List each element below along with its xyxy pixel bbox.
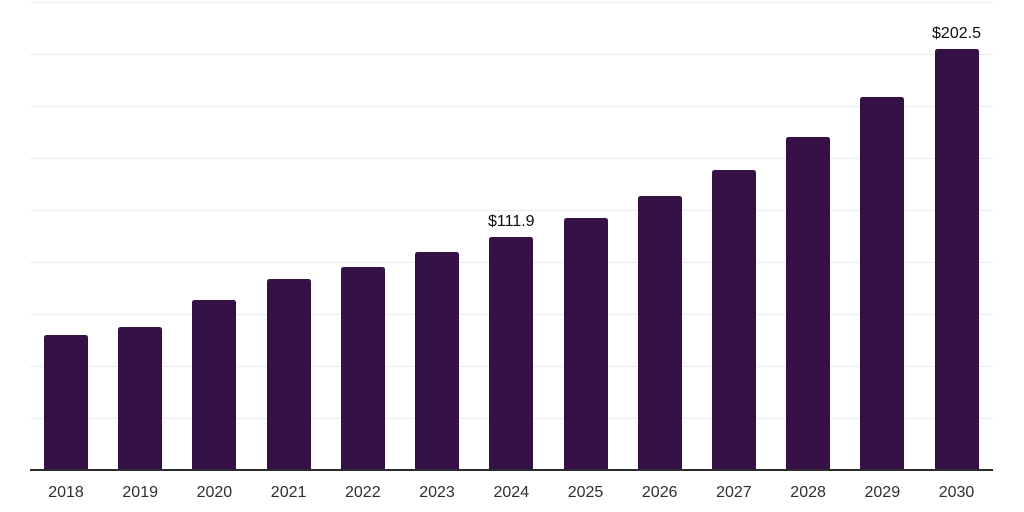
gridline-150 [30, 158, 993, 159]
bar-2018 [44, 335, 88, 470]
x-tick-2024: 2024 [493, 484, 530, 501]
x-tick-2028: 2028 [790, 484, 826, 501]
x-tick-2026: 2026 [641, 484, 678, 501]
gridline-225 [30, 2, 993, 3]
x-tick-2019: 2019 [122, 484, 158, 501]
bar-2027 [711, 169, 756, 470]
bar-2021 [266, 279, 311, 470]
gridline-125 [30, 210, 993, 211]
x-tick-2020: 2020 [196, 484, 233, 501]
gridline-175 [30, 106, 993, 107]
gridline-200 [30, 54, 993, 55]
x-tick-2022: 2022 [345, 484, 381, 501]
bar-2025 [563, 218, 608, 470]
bar-2023 [415, 252, 459, 470]
data-label-2024: $111.9 [488, 213, 535, 231]
bar-2020 [192, 299, 237, 470]
x-axis-line [30, 469, 993, 471]
bar-2030 [934, 48, 979, 470]
x-tick-2018: 2018 [48, 484, 84, 501]
bar-2028 [786, 136, 831, 470]
x-tick-2030: 2030 [938, 484, 975, 501]
bar-2019 [118, 326, 163, 470]
bar-2022 [340, 266, 385, 470]
data-label-2030: $202.5 [932, 24, 981, 42]
x-tick-2021: 2021 [270, 484, 307, 501]
x-tick-2027: 2027 [716, 484, 752, 501]
bar-2024 [489, 237, 534, 470]
bar-2029 [860, 96, 905, 470]
x-tick-2023: 2023 [419, 484, 455, 501]
x-tick-2029: 2029 [864, 484, 901, 501]
bar-2026 [637, 195, 682, 470]
x-tick-2025: 2025 [567, 484, 604, 501]
